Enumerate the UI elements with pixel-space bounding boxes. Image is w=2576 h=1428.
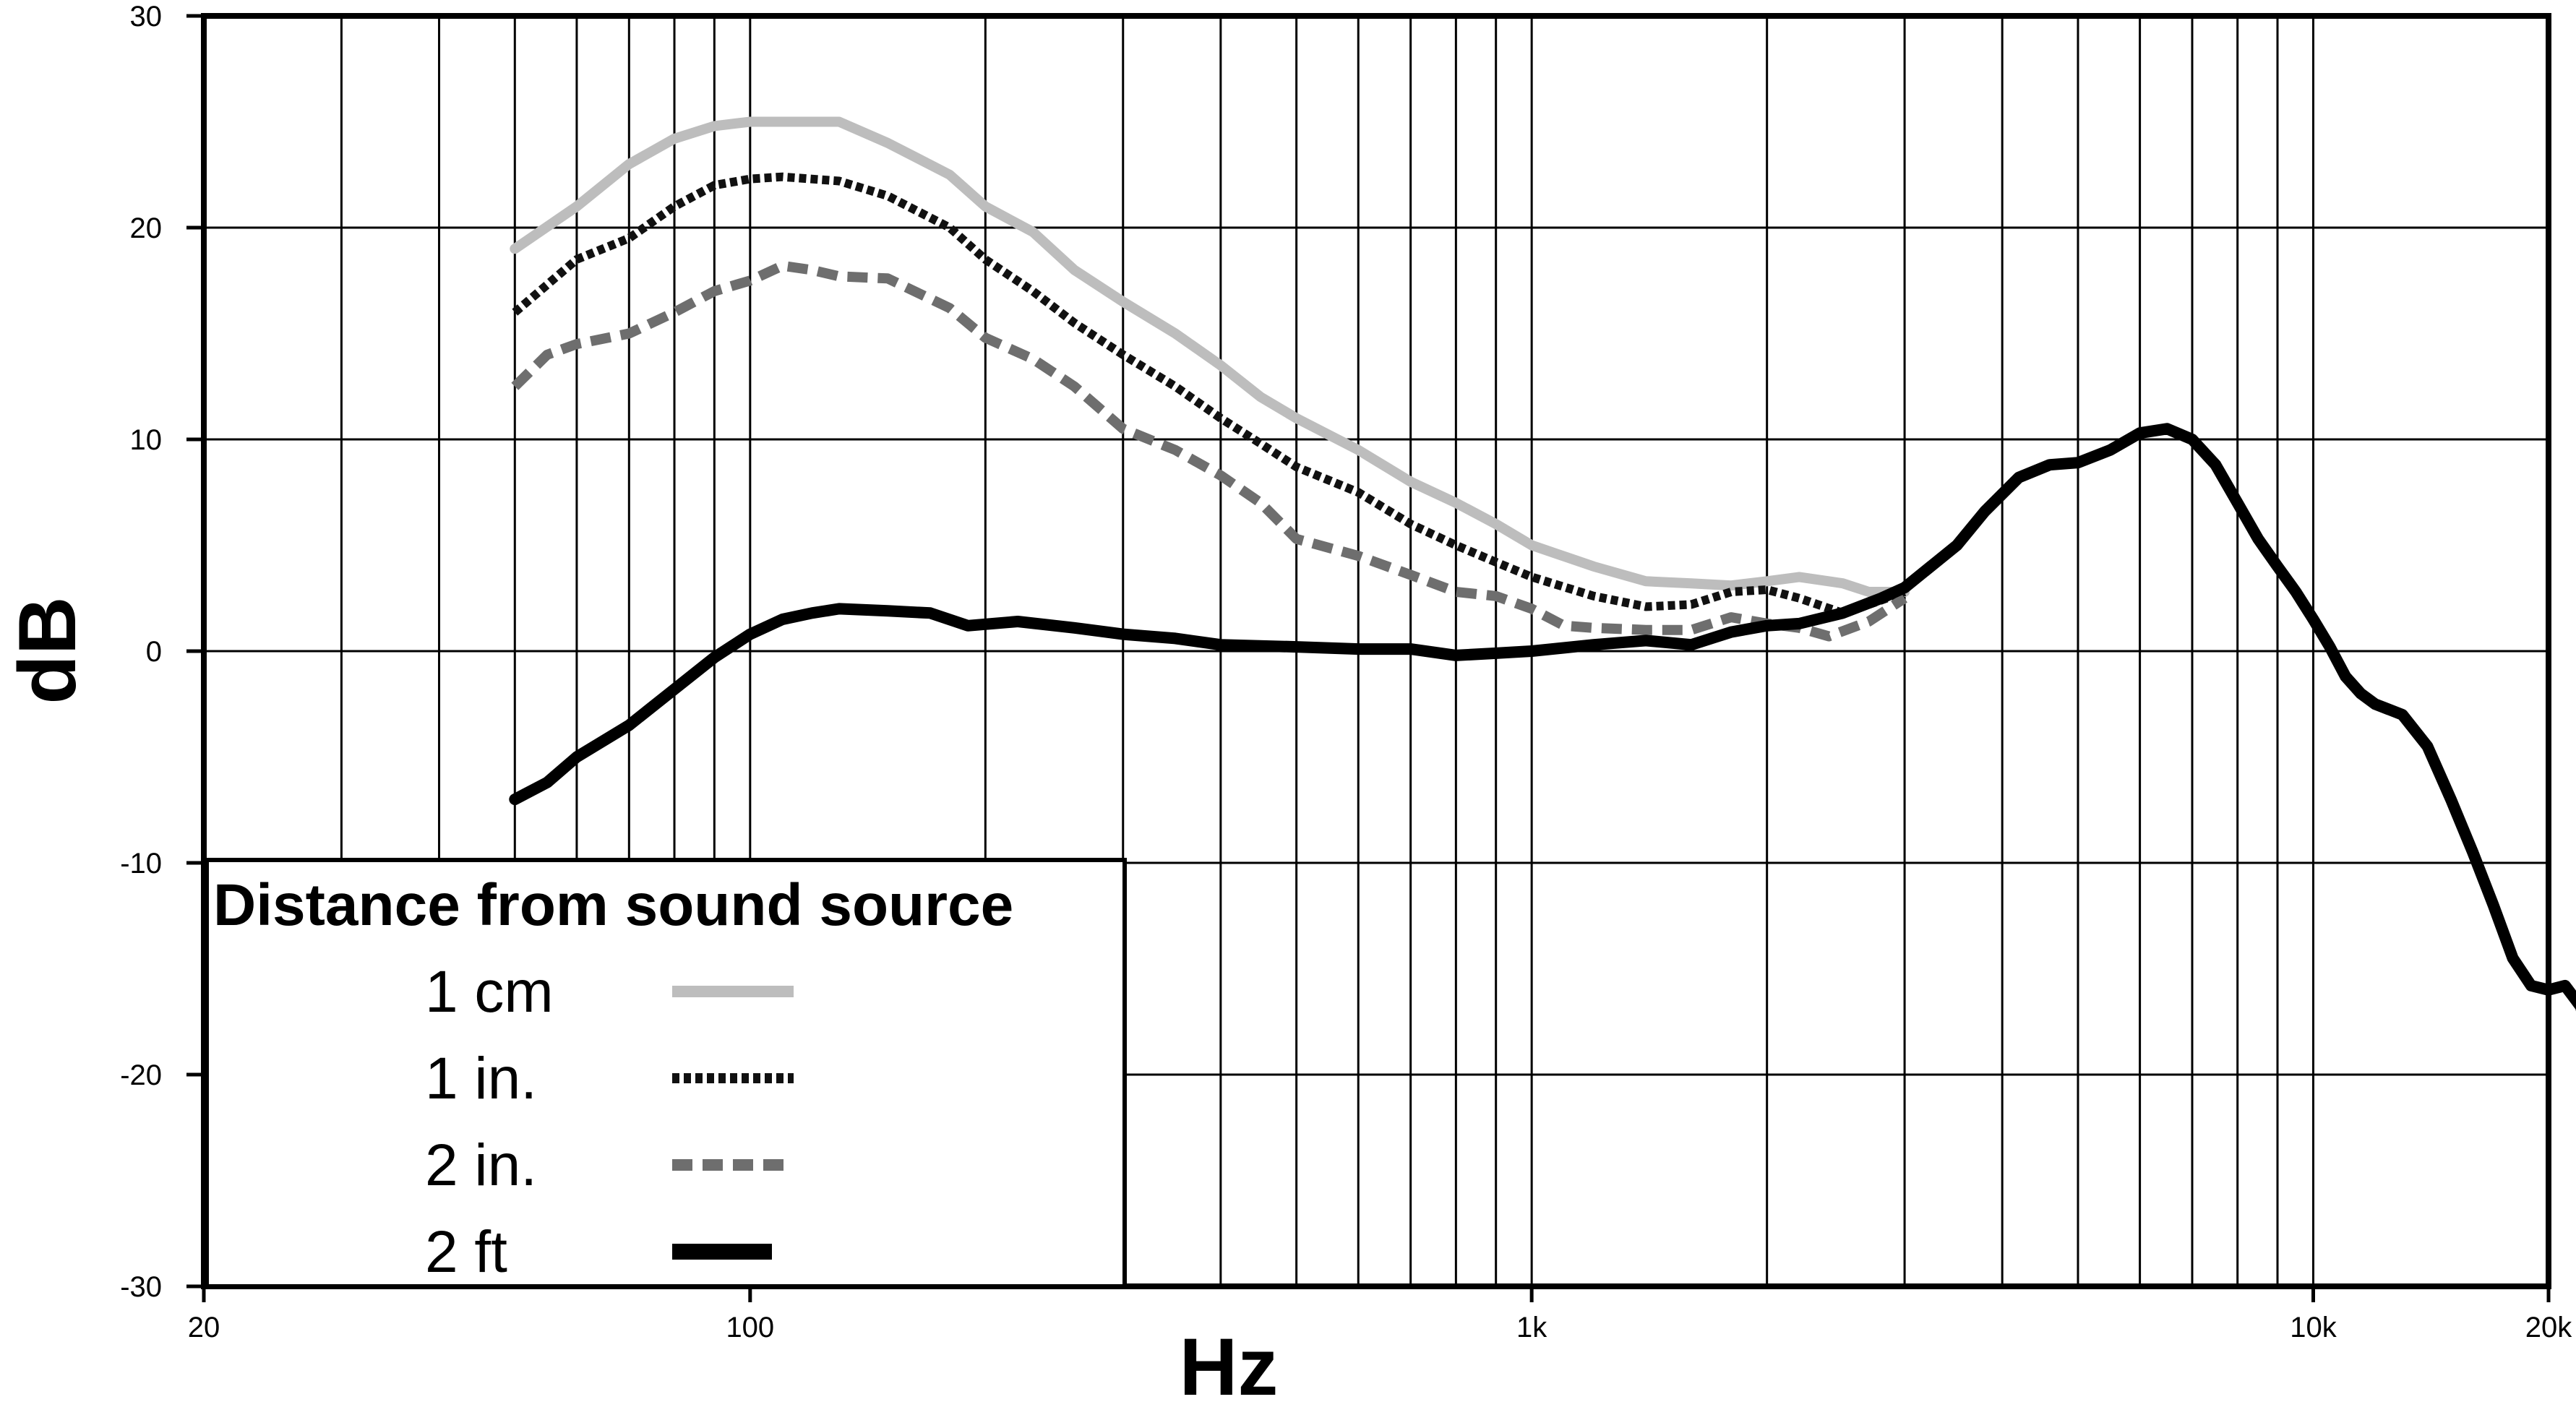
y-tick-label: 30 — [130, 1, 163, 33]
y-tick-label: -10 — [120, 848, 162, 879]
x-tick-label: 10k — [2290, 1312, 2337, 1343]
y-axis-title: dB — [2, 596, 93, 704]
y-tick-label: 0 — [146, 636, 162, 668]
series-line-4 — [509, 423, 2576, 1012]
legend-title: Distance from sound source — [213, 872, 1013, 938]
x-tick-label: 20k — [2525, 1312, 2572, 1343]
x-tick-label: 20 — [188, 1312, 220, 1343]
series-line-2 — [512, 172, 1907, 618]
legend: Distance from sound source 1 cm 1 in. 2 in… — [205, 858, 1127, 1289]
legend-label: 2 in. — [425, 1132, 537, 1198]
y-tick-label: 20 — [130, 212, 163, 244]
y-tick-label: -20 — [120, 1059, 162, 1091]
legend-label: 2 ft — [425, 1219, 507, 1285]
y-tick-label: -30 — [120, 1271, 162, 1303]
legend-box — [205, 858, 1127, 1289]
x-axis-title: Hz — [1180, 1322, 1279, 1412]
series-line-3 — [511, 260, 1907, 642]
y-tick-label: 10 — [130, 424, 163, 456]
legend-entries: 1 cm 1 in. 2 in. 2 ft — [425, 959, 794, 1285]
series-line-1 — [510, 116, 1910, 597]
x-tick-label: 1k — [1516, 1312, 1547, 1343]
legend-label: 1 in. — [425, 1046, 537, 1111]
x-tick-label: 100 — [726, 1312, 774, 1343]
series-lines — [509, 116, 2576, 1012]
legend-label: 1 cm — [425, 959, 554, 1025]
